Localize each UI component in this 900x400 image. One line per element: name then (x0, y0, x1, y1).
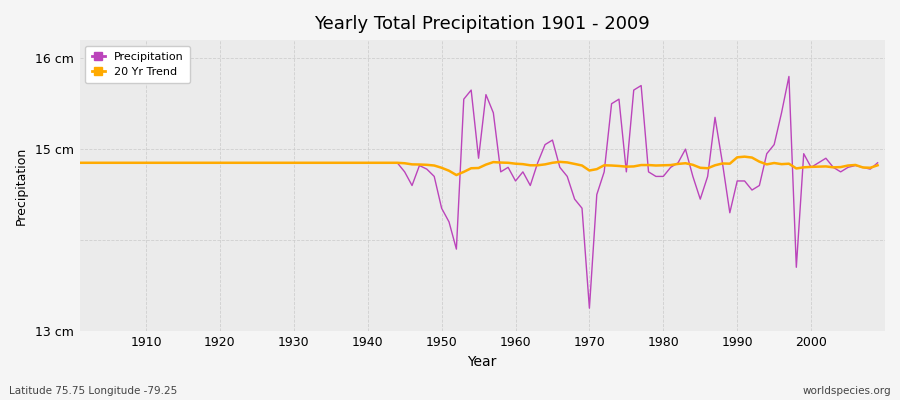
Text: worldspecies.org: worldspecies.org (803, 386, 891, 396)
X-axis label: Year: Year (468, 355, 497, 369)
Y-axis label: Precipitation: Precipitation (15, 146, 28, 225)
Legend: Precipitation, 20 Yr Trend: Precipitation, 20 Yr Trend (86, 46, 191, 84)
Text: Latitude 75.75 Longitude -79.25: Latitude 75.75 Longitude -79.25 (9, 386, 177, 396)
Title: Yearly Total Precipitation 1901 - 2009: Yearly Total Precipitation 1901 - 2009 (314, 15, 650, 33)
